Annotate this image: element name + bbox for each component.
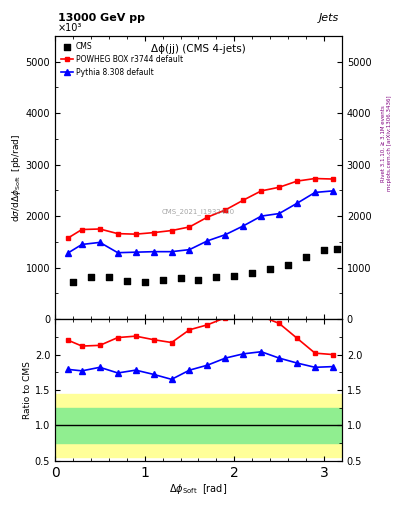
Pythia 8.308 default <box>313 189 318 196</box>
POWHEG BOX r3744 default <box>79 226 84 232</box>
POWHEG BOX r3744 default <box>223 207 228 213</box>
Pythia 8.308 default <box>259 213 264 219</box>
POWHEG BOX r3744 default <box>187 224 192 230</box>
CMS <box>303 253 309 262</box>
CMS <box>285 261 291 269</box>
CMS <box>195 276 202 284</box>
Y-axis label: d$\sigma$/d$\Delta\phi_{\rm Soft}$  [pb/rad]: d$\sigma$/d$\Delta\phi_{\rm Soft}$ [pb/r… <box>10 133 23 222</box>
POWHEG BOX r3744 default <box>133 231 138 237</box>
Line: Pythia 8.308 default: Pythia 8.308 default <box>66 188 336 255</box>
Bar <box>55 394 342 457</box>
Pythia 8.308 default <box>169 249 174 255</box>
POWHEG BOX r3744 default <box>169 227 174 233</box>
Pythia 8.308 default <box>133 249 138 255</box>
Pythia 8.308 default <box>97 239 102 245</box>
POWHEG BOX r3744 default <box>241 197 246 203</box>
Text: ×10³: ×10³ <box>58 23 82 33</box>
POWHEG BOX r3744 default <box>151 229 156 236</box>
POWHEG BOX r3744 default <box>205 214 210 220</box>
Pythia 8.308 default <box>277 210 281 217</box>
CMS <box>321 246 327 254</box>
Text: 13000 GeV pp: 13000 GeV pp <box>58 13 145 23</box>
Pythia 8.308 default <box>79 241 84 247</box>
POWHEG BOX r3744 default <box>116 230 120 237</box>
POWHEG BOX r3744 default <box>277 184 281 190</box>
Legend: CMS, POWHEG BOX r3744 default, Pythia 8.308 default: CMS, POWHEG BOX r3744 default, Pythia 8.… <box>59 39 185 79</box>
POWHEG BOX r3744 default <box>331 176 335 182</box>
Text: Rivet 3.1.10, ≥ 3.1M events: Rivet 3.1.10, ≥ 3.1M events <box>381 105 386 182</box>
Pythia 8.308 default <box>187 247 192 253</box>
POWHEG BOX r3744 default <box>259 188 264 194</box>
CMS <box>160 276 166 284</box>
POWHEG BOX r3744 default <box>97 226 102 232</box>
CMS <box>267 265 274 273</box>
CMS <box>70 278 76 286</box>
Y-axis label: Ratio to CMS: Ratio to CMS <box>23 361 32 419</box>
CMS <box>141 278 148 286</box>
Text: CMS_2021_I1932460: CMS_2021_I1932460 <box>162 208 235 215</box>
Text: mcplots.cern.ch [arXiv:1306.3436]: mcplots.cern.ch [arXiv:1306.3436] <box>387 96 391 191</box>
Line: POWHEG BOX r3744 default: POWHEG BOX r3744 default <box>66 177 335 240</box>
CMS <box>249 269 255 277</box>
CMS <box>88 273 94 281</box>
Text: Jets: Jets <box>319 13 339 23</box>
Pythia 8.308 default <box>223 231 228 238</box>
Pythia 8.308 default <box>66 250 71 256</box>
CMS <box>106 273 112 281</box>
Pythia 8.308 default <box>205 238 210 244</box>
CMS <box>231 272 237 280</box>
X-axis label: $\Delta\phi_{\rm Soft}$  [rad]: $\Delta\phi_{\rm Soft}$ [rad] <box>169 482 228 497</box>
Pythia 8.308 default <box>295 200 299 206</box>
Bar <box>55 408 342 443</box>
CMS <box>124 277 130 285</box>
POWHEG BOX r3744 default <box>313 176 318 182</box>
Pythia 8.308 default <box>151 249 156 255</box>
Pythia 8.308 default <box>241 223 246 229</box>
POWHEG BOX r3744 default <box>295 178 299 184</box>
CMS <box>213 273 220 281</box>
CMS <box>333 245 340 253</box>
Pythia 8.308 default <box>116 250 120 256</box>
CMS <box>177 274 184 283</box>
POWHEG BOX r3744 default <box>66 234 71 241</box>
Pythia 8.308 default <box>331 188 335 194</box>
Text: Δϕ(jj) (CMS 4-jets): Δϕ(jj) (CMS 4-jets) <box>151 45 246 54</box>
